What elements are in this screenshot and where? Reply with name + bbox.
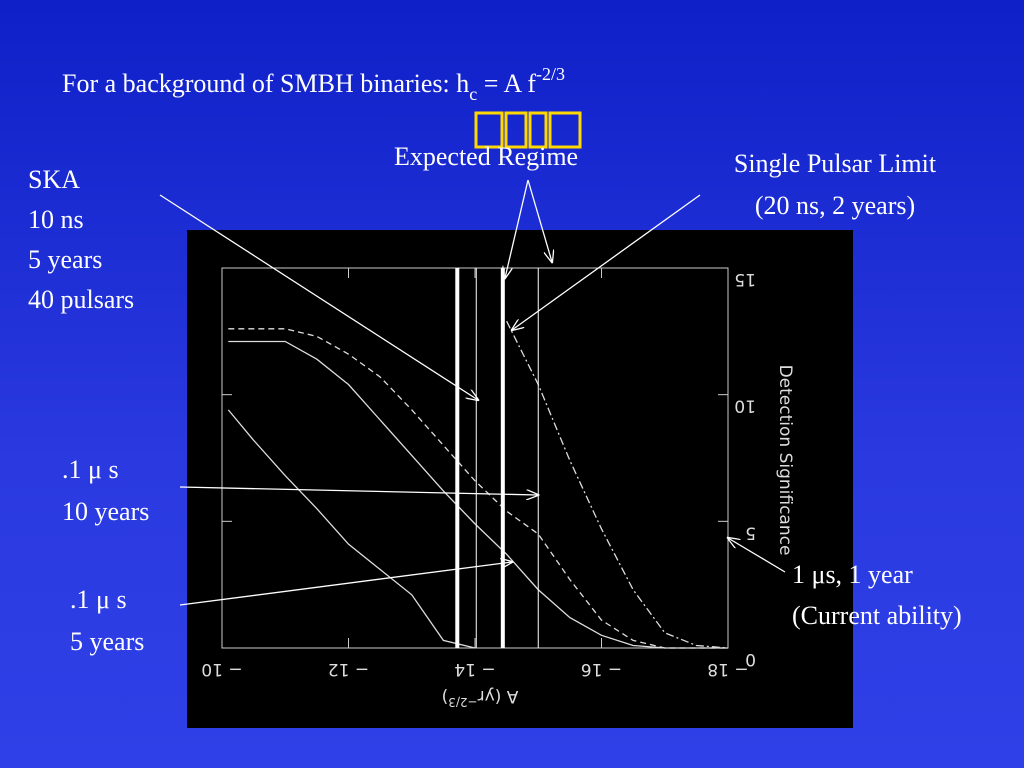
y-tick-label: 15 bbox=[734, 269, 756, 289]
y-tick-label: 0 bbox=[745, 649, 756, 669]
series-line bbox=[506, 320, 729, 649]
x-tick-label: − 14 bbox=[454, 659, 495, 679]
series-line bbox=[228, 340, 728, 649]
single-line: Single Pulsar Limit bbox=[734, 149, 937, 178]
five-line: .1 μ s bbox=[70, 585, 127, 614]
ska-line: 5 years bbox=[28, 245, 102, 274]
expected-label: Expected Regime bbox=[394, 142, 578, 171]
current-line: (Current ability) bbox=[792, 601, 962, 630]
missing-glyphs bbox=[474, 111, 582, 149]
y-tick-label: 10 bbox=[734, 396, 756, 416]
x-tick-label: − 12 bbox=[328, 659, 369, 679]
series-line bbox=[227, 409, 476, 649]
ska-line: SKA bbox=[28, 165, 80, 194]
x-tick-label: − 16 bbox=[581, 659, 622, 679]
title: For a background of SMBH binaries: hc = … bbox=[62, 64, 565, 104]
x-label-end: ) bbox=[442, 686, 449, 706]
ska-line: 40 pulsars bbox=[28, 285, 134, 314]
ten-line: .1 μ s bbox=[62, 455, 119, 484]
x-axis-label: A (yr−2/3) bbox=[442, 686, 519, 709]
single-line: (20 ns, 2 years) bbox=[755, 191, 915, 220]
five-line: 5 years bbox=[70, 627, 144, 656]
title-text: For a background of SMBH binaries: h bbox=[62, 69, 469, 98]
x-label-text: A (yr bbox=[478, 686, 519, 706]
series-line bbox=[228, 328, 728, 649]
ten-line: 10 years bbox=[62, 497, 149, 526]
x-tick-label: − 10 bbox=[201, 659, 242, 679]
title-sup: -2/3 bbox=[536, 64, 565, 84]
y-tick-label: 5 bbox=[745, 522, 756, 542]
plot: − 10 − 12 − 14 − 16 − 180 5 10 15 A (yr−2/3) Dete… bbox=[201, 267, 795, 709]
chart-bg bbox=[187, 230, 853, 728]
ska-line: 10 ns bbox=[28, 205, 84, 234]
x-tick-label: − 18 bbox=[707, 659, 748, 679]
x-label-sup: −2/3 bbox=[448, 695, 477, 709]
title-mid: = A f bbox=[477, 69, 536, 98]
title-sub: c bbox=[469, 84, 477, 104]
y-axis-label: Detection Significance bbox=[775, 365, 795, 556]
arrows bbox=[159, 179, 786, 606]
current-line: 1 μs, 1 year bbox=[792, 560, 913, 589]
